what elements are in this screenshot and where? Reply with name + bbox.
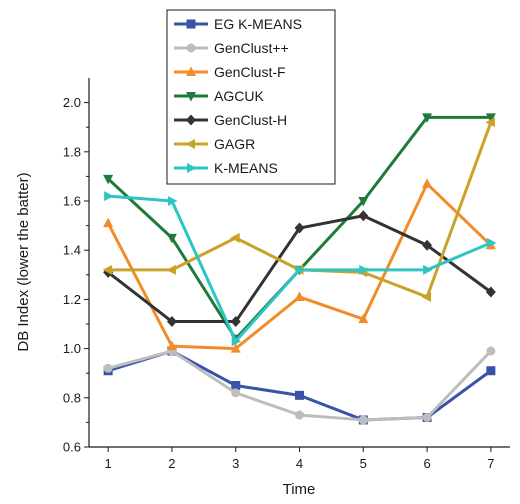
legend: EG K-MEANS GenClust++ GenClust-F AGCUK GenCl… — [166, 9, 336, 185]
legend-item-genclust: GenClust++ — [174, 40, 289, 56]
y-tick-label: 1.6 — [63, 194, 81, 209]
legend-item-agcuk: AGCUK — [174, 88, 264, 104]
y-tick-label: 1.8 — [63, 144, 81, 159]
data-point — [485, 117, 495, 128]
legend-swatch-marker — [186, 43, 196, 53]
data-point — [422, 239, 433, 251]
x-tick-label: 5 — [360, 456, 367, 471]
data-point — [423, 264, 433, 275]
y-tick-label: 0.6 — [63, 440, 81, 455]
data-point — [102, 264, 113, 275]
x-tick-label: 6 — [423, 456, 430, 471]
y-axis-title: DB Index (lower the batter) — [15, 172, 32, 351]
data-point — [421, 291, 432, 302]
x-axis-title: Time — [283, 481, 316, 498]
data-point — [104, 191, 114, 202]
data-point — [485, 113, 496, 123]
series-genclust — [103, 346, 496, 425]
x-tick-label: 7 — [487, 456, 494, 471]
data-point — [486, 237, 497, 248]
data-point — [230, 343, 241, 353]
data-point — [485, 286, 496, 298]
data-point — [294, 222, 305, 234]
data-point — [486, 346, 496, 356]
data-point — [359, 264, 369, 275]
y-tick-label: 1.4 — [63, 243, 81, 258]
y-tick-label: 1.0 — [63, 341, 81, 356]
x-tick-label: 4 — [296, 456, 303, 471]
data-point — [103, 174, 114, 185]
legend-item-genclust-f: GenClust-F — [174, 64, 286, 80]
data-point — [166, 316, 177, 328]
legend-item-eg-k-means: EG K-MEANS — [174, 16, 302, 32]
data-point — [358, 210, 369, 222]
data-point — [166, 264, 176, 275]
data-point — [230, 232, 240, 243]
data-point — [358, 313, 369, 324]
legend-swatch-marker — [186, 66, 196, 76]
legend-item-k-means: K-MEANS — [174, 160, 278, 176]
data-point — [231, 336, 242, 347]
data-point — [166, 340, 177, 351]
legend-swatch-marker — [186, 114, 196, 126]
legend-label: GenClust-H — [214, 112, 287, 128]
legend-label: K-MEANS — [214, 160, 278, 176]
data-point — [167, 196, 178, 206]
legend-swatch-marker — [187, 163, 197, 173]
data-point — [422, 178, 433, 188]
legend-label: GenClust++ — [214, 40, 289, 56]
legend-swatch-marker — [185, 139, 195, 149]
series-line — [107, 349, 492, 422]
legend-label: EG K-MEANS — [214, 16, 302, 32]
data-point — [295, 390, 304, 400]
data-point — [358, 415, 368, 425]
data-point — [295, 264, 305, 275]
legend-label: GenClust-F — [214, 64, 286, 80]
legend-swatch-marker — [186, 92, 196, 102]
legend-label: GAGR — [214, 136, 255, 152]
data-point — [166, 233, 177, 244]
series-layer — [102, 113, 497, 425]
data-point — [422, 113, 433, 123]
legend-item-genclust-h: GenClust-H — [174, 112, 287, 128]
data-point — [231, 381, 241, 390]
data-point — [358, 197, 369, 207]
y-tick-label: 1.2 — [63, 292, 81, 307]
data-point — [294, 291, 305, 301]
x-tick-label: 3 — [232, 456, 239, 471]
data-point — [486, 366, 496, 376]
x-tick-label: 2 — [168, 456, 175, 471]
data-point — [103, 217, 114, 228]
data-point — [230, 316, 241, 328]
legend-label: AGCUK — [214, 88, 264, 104]
data-point — [231, 388, 241, 398]
ticks-layer: 1 2 3 4 5 6 7 0.6 0.8 1.0 1.2 1.4 1.6 1.8 2.0 — [63, 95, 495, 471]
data-point — [103, 363, 113, 373]
y-tick-label: 0.8 — [63, 390, 81, 405]
legend-swatch-marker — [186, 19, 196, 29]
y-tick-label: 2.0 — [63, 95, 81, 110]
data-point — [295, 410, 304, 420]
x-tick-label: 1 — [105, 456, 112, 471]
series-k-means — [104, 191, 497, 347]
data-point — [422, 412, 432, 422]
legend-item-gagr: GAGR — [174, 136, 255, 152]
